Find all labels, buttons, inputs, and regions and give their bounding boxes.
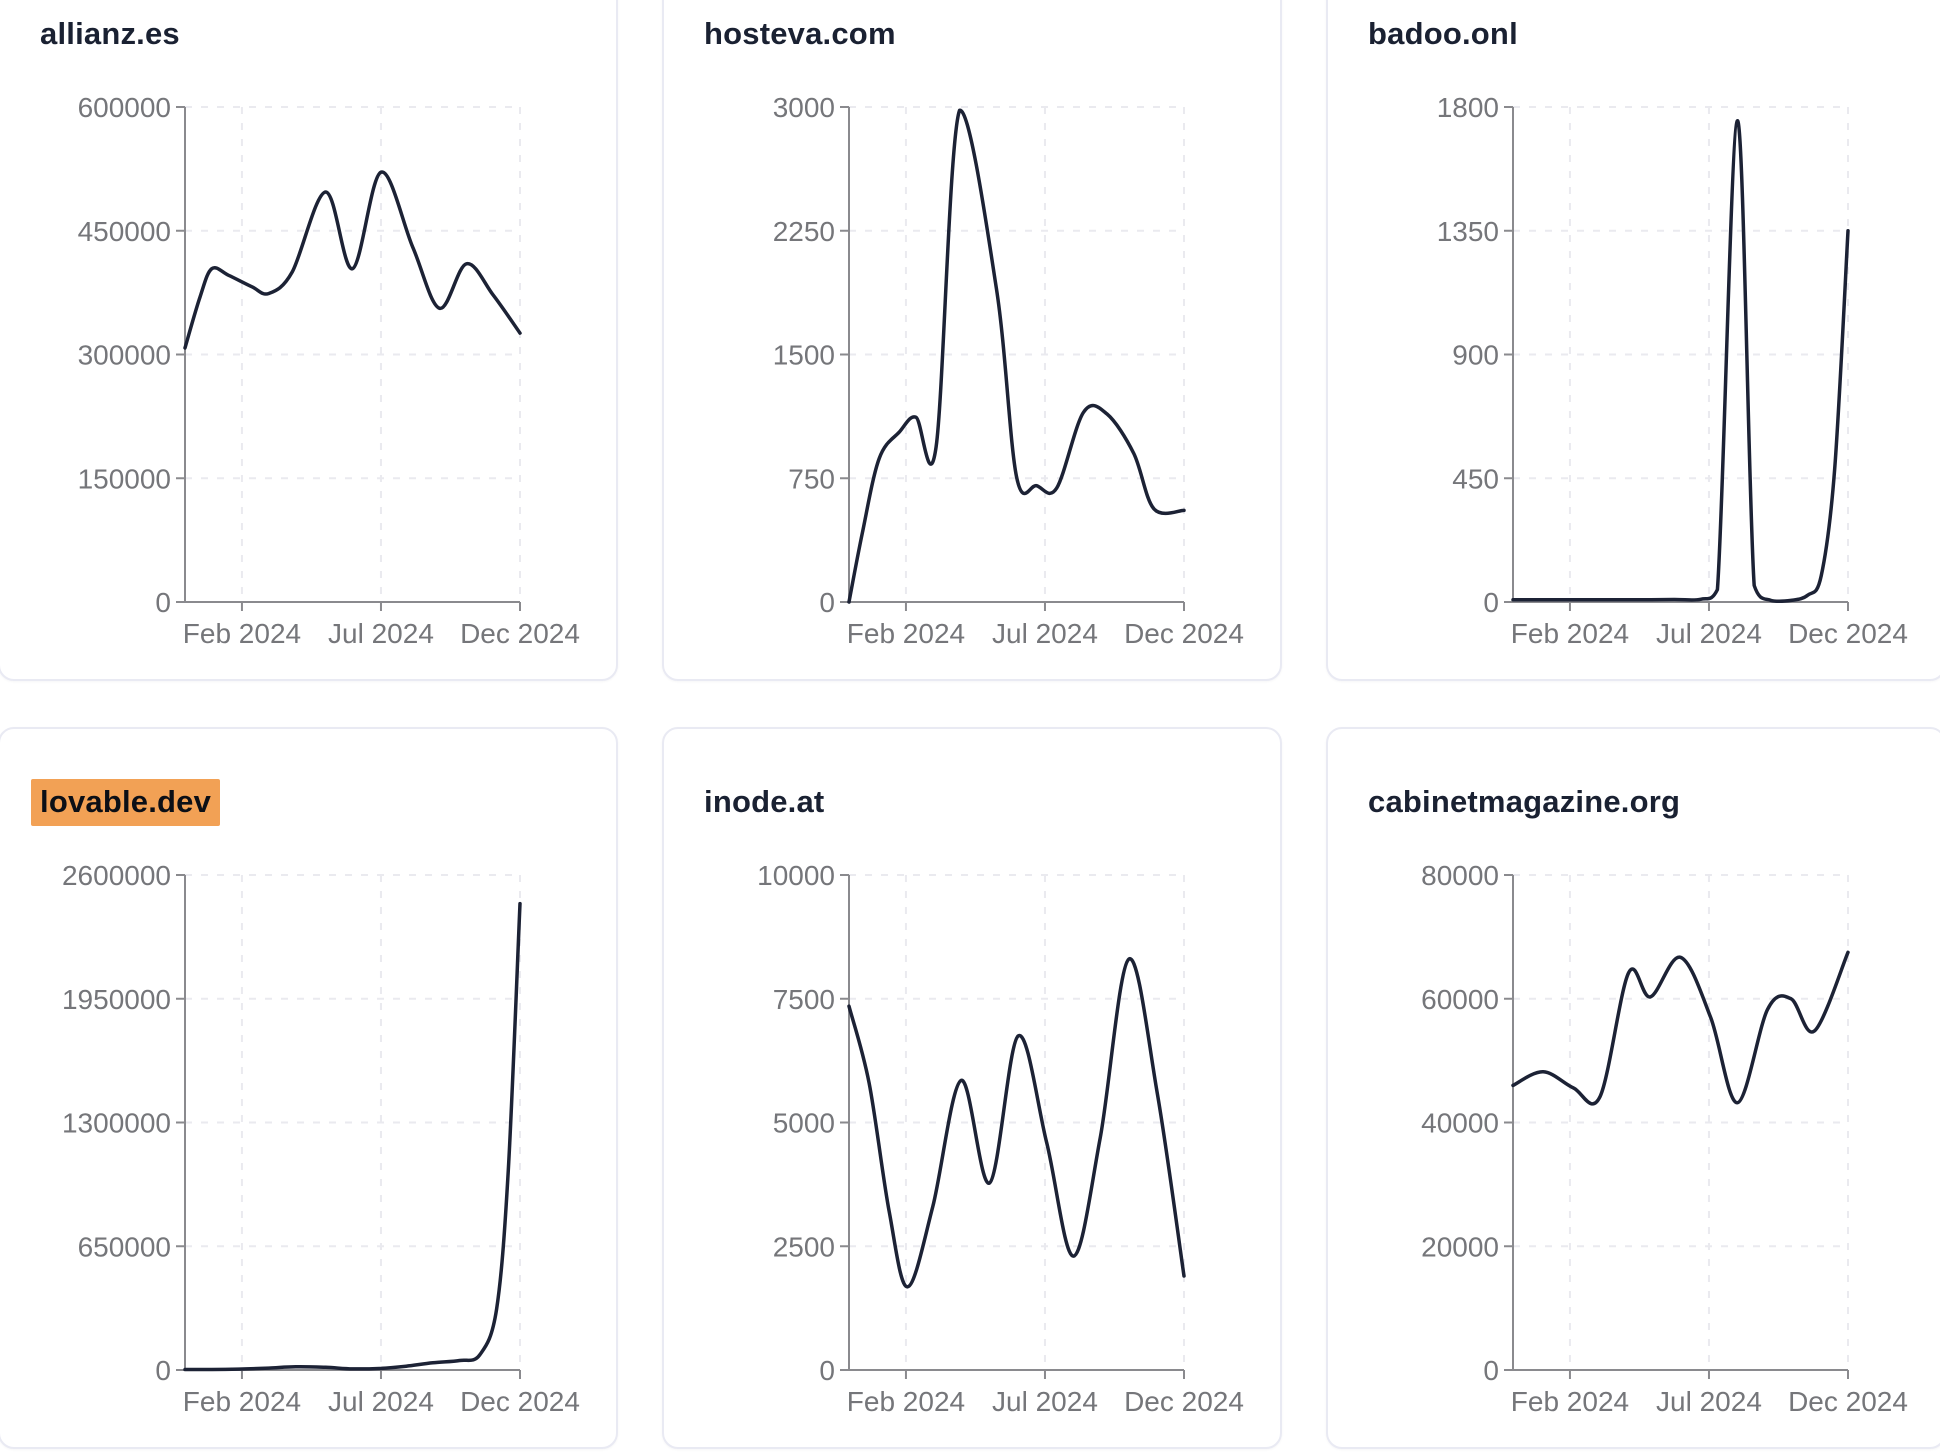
- y-tick-label: 60000: [1421, 984, 1499, 1015]
- chart-title-text: hosteva.com: [704, 16, 896, 51]
- x-tick-label: Feb 2024: [1511, 1386, 1629, 1417]
- y-tick-label: 900: [1452, 340, 1499, 371]
- chart-title: badoo.onl: [1368, 16, 1518, 52]
- series-line: [847, 108, 1186, 604]
- y-tick-label: 3000: [773, 92, 835, 123]
- y-tick-label: 0: [819, 1355, 835, 1386]
- x-tick-label: Feb 2024: [1511, 618, 1629, 649]
- series-line: [183, 901, 522, 1372]
- y-tick-label: 40000: [1421, 1108, 1499, 1139]
- y-tick-label: 1350: [1437, 216, 1499, 247]
- line-chart: 0 750 1500 2250 3000 Feb 2024 Jul 2024 Dec 2024: [664, 0, 1280, 679]
- y-tick-label: 0: [1483, 587, 1499, 618]
- x-tick-label: Dec 2024: [1124, 618, 1244, 649]
- line-chart: 0 20000 40000 60000 80000 Feb 2024 Jul 2024 Dec…: [1328, 729, 1940, 1447]
- x-tick-label: Jul 2024: [992, 1386, 1098, 1417]
- x-tick-label: Feb 2024: [183, 618, 301, 649]
- y-tick-label: 10000: [757, 860, 835, 891]
- chart-title-text: allianz.es: [40, 16, 180, 51]
- line-chart: 0 2500 5000 7500 10000 Feb 2024 Jul 2024 Dec 20…: [664, 729, 1280, 1447]
- y-tick-label: 750: [788, 463, 835, 494]
- chart-title: hosteva.com: [704, 16, 896, 52]
- chart-title-text: badoo.onl: [1368, 16, 1518, 51]
- y-tick-label: 20000: [1421, 1231, 1499, 1262]
- x-tick-label: Dec 2024: [1124, 1386, 1244, 1417]
- line-chart: 0 150000 300000 450000 600000 Feb 2024 Jul 202…: [0, 0, 616, 679]
- chart-title: allianz.es: [40, 16, 180, 52]
- line-chart: 0 450 900 1350 1800 Feb 2024 Jul 2024 Dec 2024: [1328, 0, 1940, 679]
- y-tick-label: 80000: [1421, 860, 1499, 891]
- x-tick-label: Feb 2024: [183, 1386, 301, 1417]
- x-tick-label: Dec 2024: [1788, 1386, 1908, 1417]
- y-tick-label: 1300000: [62, 1108, 171, 1139]
- x-tick-label: Jul 2024: [992, 618, 1098, 649]
- y-tick-label: 600000: [78, 92, 171, 123]
- y-tick-label: 450000: [78, 216, 171, 247]
- x-tick-label: Jul 2024: [328, 618, 434, 649]
- y-tick-label: 1800: [1437, 92, 1499, 123]
- series-line: [1511, 119, 1850, 604]
- y-tick-label: 650000: [78, 1231, 171, 1262]
- x-tick-label: Dec 2024: [1788, 618, 1908, 649]
- x-tick-label: Feb 2024: [847, 618, 965, 649]
- y-tick-label: 1950000: [62, 984, 171, 1015]
- series-line: [847, 957, 1186, 1289]
- y-tick-label: 5000: [773, 1108, 835, 1139]
- y-tick-label: 7500: [773, 984, 835, 1015]
- series-line: [1511, 950, 1850, 1106]
- x-tick-label: Dec 2024: [460, 618, 580, 649]
- chart-title: inode.at: [704, 784, 824, 820]
- chart-card-lovable-dev: lovable.dev 0 650000 1300000 1950000 2600000…: [0, 727, 618, 1449]
- y-tick-label: 1500: [773, 340, 835, 371]
- x-tick-label: Jul 2024: [1656, 1386, 1762, 1417]
- chart-card-hosteva-com: hosteva.com 0 750 1500 2250 3000 Feb 2024 Jul …: [662, 0, 1282, 681]
- series-line: [183, 170, 522, 350]
- line-chart: 0 650000 1300000 1950000 2600000 Feb 2024 Jul …: [0, 729, 616, 1447]
- chart-title-text-highlighted: lovable.dev: [31, 779, 221, 826]
- y-tick-label: 0: [819, 587, 835, 618]
- chart-card-badoo-onl: badoo.onl 0 450 900 1350 1800 Feb 2024 Jul 202…: [1326, 0, 1940, 681]
- chart-title: cabinetmagazine.org: [1368, 784, 1680, 820]
- y-tick-label: 150000: [78, 463, 171, 494]
- y-tick-label: 300000: [78, 340, 171, 371]
- y-tick-label: 2250: [773, 216, 835, 247]
- chart-card-allianz-es: allianz.es 0 150000 300000 450000 600000 Feb …: [0, 0, 618, 681]
- y-tick-label: 2600000: [62, 860, 171, 891]
- x-tick-label: Jul 2024: [1656, 618, 1762, 649]
- chart-title-text: inode.at: [704, 784, 825, 819]
- y-tick-label: 0: [1483, 1355, 1499, 1386]
- x-tick-label: Jul 2024: [328, 1386, 434, 1417]
- y-tick-label: 450: [1452, 463, 1499, 494]
- chart-title: lovable.dev: [31, 779, 221, 826]
- y-tick-label: 2500: [773, 1231, 835, 1262]
- chart-card-inode-at: inode.at 0 2500 5000 7500 10000 Feb 2024 Jul 2…: [662, 727, 1282, 1449]
- chart-title-text: cabinetmagazine.org: [1368, 784, 1681, 819]
- chart-card-cabinetmagazine-org: cabinetmagazine.org 0 20000 40000 60000 8000…: [1326, 727, 1940, 1449]
- y-tick-label: 0: [155, 1355, 171, 1386]
- x-tick-label: Feb 2024: [847, 1386, 965, 1417]
- y-tick-label: 0: [155, 587, 171, 618]
- x-tick-label: Dec 2024: [460, 1386, 580, 1417]
